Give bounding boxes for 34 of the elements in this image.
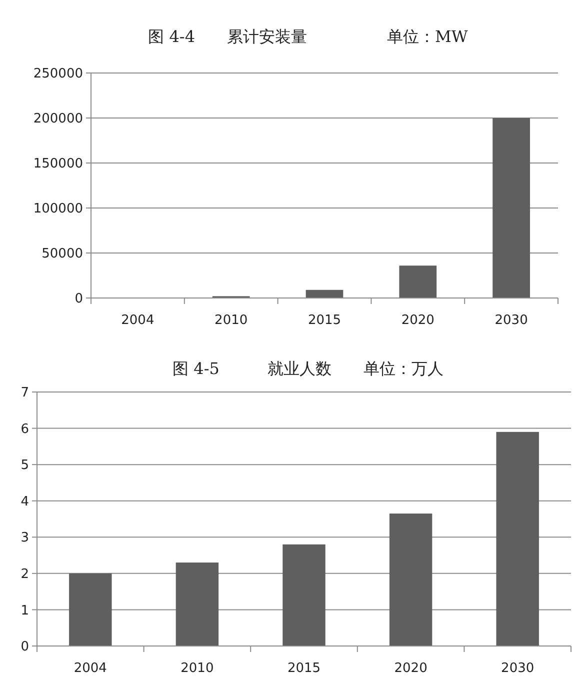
bar xyxy=(496,432,539,646)
y-tick-label: 3 xyxy=(20,530,29,546)
x-tick-label: 2030 xyxy=(494,313,528,328)
y-tick-label: 100000 xyxy=(33,202,83,217)
chart-title: 图 4-5 就业人数 单位：万人 xyxy=(172,359,444,378)
chart-title: 图 4-4 累计安装量 单位：MW xyxy=(148,27,468,46)
y-tick-label: 250000 xyxy=(33,66,83,82)
y-tick-label: 7 xyxy=(20,386,29,401)
bar xyxy=(399,266,437,298)
y-tick-label: 1 xyxy=(20,603,29,618)
x-tick-label: 2010 xyxy=(180,661,214,676)
bar xyxy=(389,514,432,646)
x-tick-label: 2020 xyxy=(401,313,434,328)
y-tick-label: 0 xyxy=(74,292,83,307)
x-tick-label: 2004 xyxy=(74,661,107,676)
bar xyxy=(176,562,219,646)
bar xyxy=(69,573,112,646)
x-tick-label: 2020 xyxy=(394,661,428,676)
x-tick-label: 2015 xyxy=(308,313,342,328)
bar xyxy=(282,544,326,646)
y-tick-label: 5 xyxy=(20,458,29,474)
y-tick-label: 6 xyxy=(20,422,29,437)
bar xyxy=(492,118,530,298)
bar xyxy=(306,290,344,298)
y-tick-label: 4 xyxy=(20,494,29,510)
x-tick-label: 2015 xyxy=(287,661,321,676)
x-tick-label: 2004 xyxy=(121,313,154,328)
y-tick-label: 150000 xyxy=(33,156,83,172)
x-tick-label: 2010 xyxy=(214,313,248,328)
y-tick-label: 200000 xyxy=(33,112,83,127)
y-tick-label: 50000 xyxy=(42,246,83,262)
y-tick-label: 2 xyxy=(20,566,29,582)
y-tick-label: 0 xyxy=(20,640,29,655)
x-tick-label: 2030 xyxy=(501,661,534,676)
